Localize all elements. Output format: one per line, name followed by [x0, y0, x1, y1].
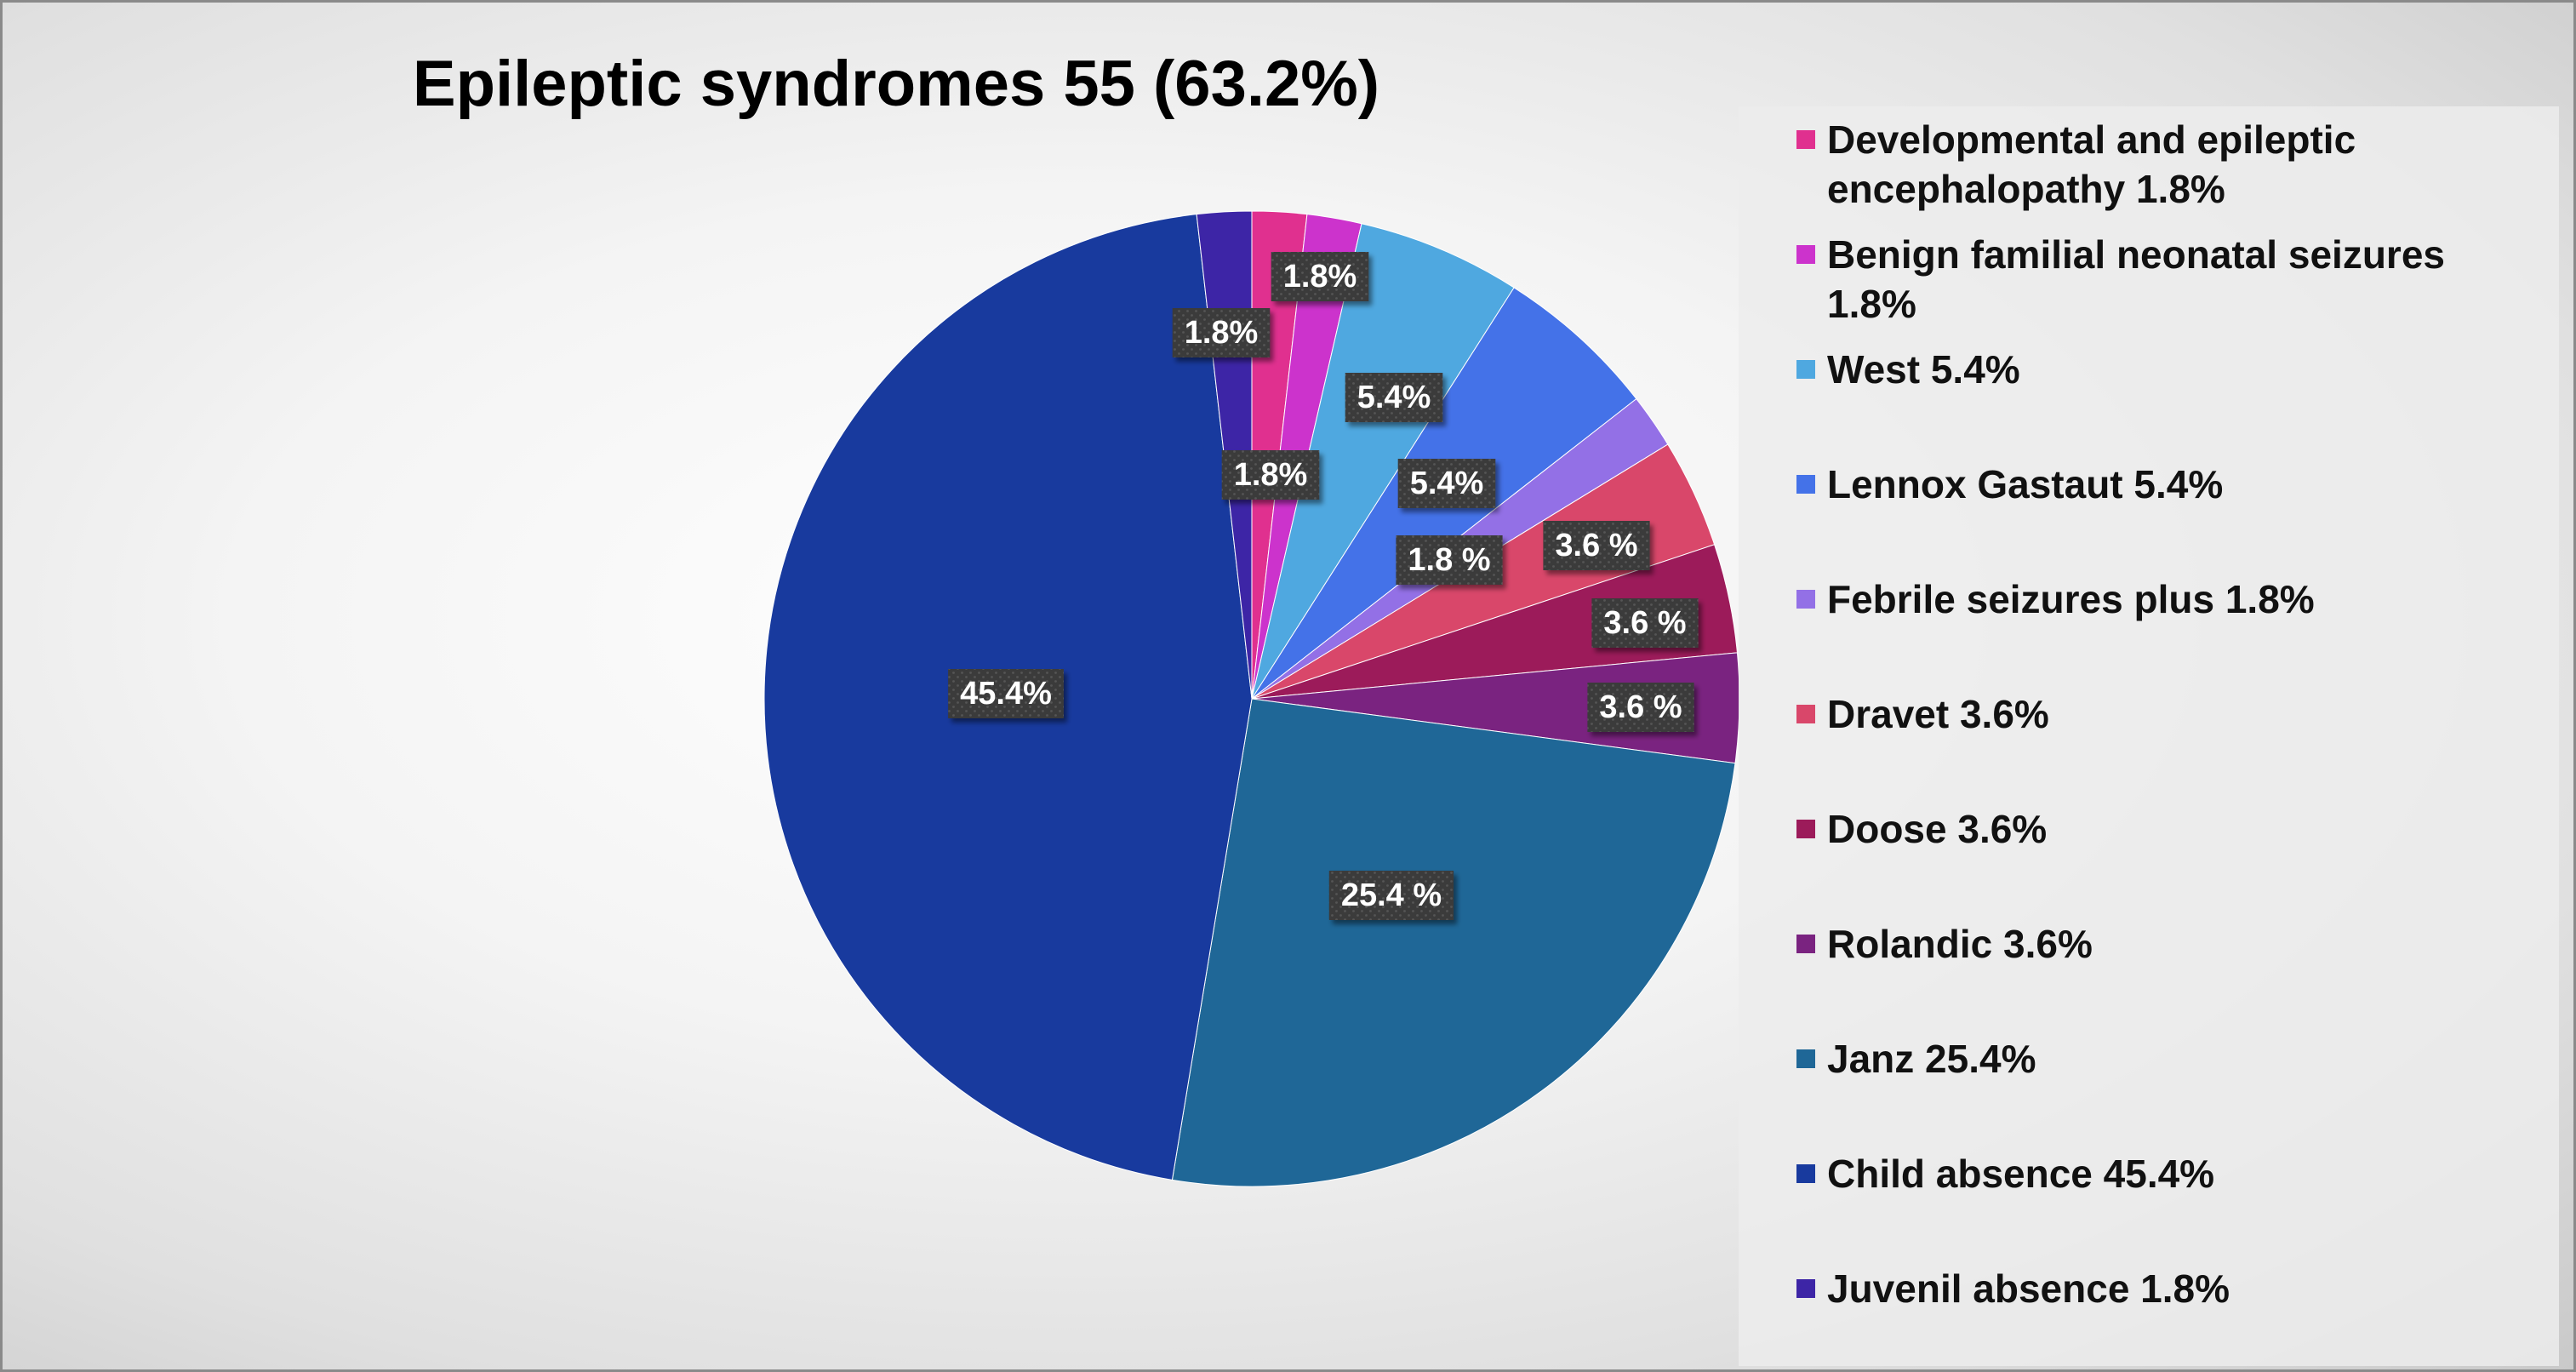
legend-swatch — [1796, 1164, 1815, 1183]
legend-label: Developmental and epileptic encephalopat… — [1827, 117, 2356, 211]
legend-label: Lennox Gastaut 5.4% — [1827, 462, 2224, 506]
legend-label: Febrile seizures plus 1.8% — [1827, 577, 2315, 621]
data-label: 1.8% — [1221, 450, 1320, 500]
data-label-text: 1.8 % — [1408, 542, 1490, 578]
data-label-box — [1591, 598, 1699, 648]
data-label-box — [1396, 535, 1503, 585]
data-label-text: 1.8% — [1185, 315, 1259, 351]
data-label-text: 1.8% — [1283, 259, 1357, 294]
data-label: 1.8% — [1172, 308, 1271, 357]
legend-swatch — [1796, 245, 1815, 264]
legend-swatch — [1796, 705, 1815, 723]
data-label-box — [1328, 871, 1454, 920]
legend-label: Child absence 45.4% — [1827, 1152, 2215, 1196]
data-label: 1.8% — [1271, 252, 1369, 301]
legend-label: Benign familial neonatal seizures 1.8% — [1827, 232, 2445, 326]
legend: Developmental and epileptic encephalopat… — [1739, 106, 2559, 1366]
data-label-text: 3.6 % — [1555, 528, 1637, 563]
data-label-text: 3.6 % — [1599, 689, 1682, 725]
data-label-text: 45.4% — [960, 676, 1052, 712]
legend-swatch — [1796, 475, 1815, 494]
data-label-box — [1587, 683, 1694, 732]
legend-label: Doose 3.6% — [1827, 807, 2048, 851]
legend-label: Janz 25.4% — [1827, 1037, 2036, 1081]
data-label-text: 5.4% — [1357, 380, 1431, 415]
data-label-box — [1271, 252, 1369, 301]
data-label: 3.6 % — [1587, 683, 1694, 732]
data-label-text: 3.6 % — [1603, 605, 1686, 641]
legend-label: Rolandic 3.6% — [1827, 922, 2093, 966]
legend-swatch — [1796, 1049, 1815, 1068]
legend-label: Juvenil absence 1.8% — [1827, 1266, 2230, 1311]
data-label: 45.4% — [948, 669, 1064, 718]
legend-swatch — [1796, 130, 1815, 149]
data-label: 1.8 % — [1396, 535, 1503, 585]
legend-swatch — [1796, 820, 1815, 838]
legend-swatch — [1796, 935, 1815, 953]
data-label-box — [1221, 450, 1320, 500]
data-label: 3.6 % — [1591, 598, 1699, 648]
data-label-text: 25.4 % — [1341, 878, 1442, 913]
data-label-text: 1.8% — [1234, 457, 1308, 493]
legend-label: Dravet 3.6% — [1827, 692, 2049, 736]
pie-chart: 1.8% 1.8% 5.4% 5.4% 1.8 % 3.6 % 3.6 % 3.6 % 25.4… — [763, 210, 1740, 1187]
pie-slice — [1251, 223, 1515, 700]
pie-slice — [1171, 698, 1736, 1187]
chart-title: Epileptic syndromes 55 (63.2%) — [412, 48, 1380, 120]
legend-swatch — [1796, 1279, 1815, 1298]
legend-label: West 5.4% — [1827, 347, 2020, 392]
legend-swatch — [1796, 590, 1815, 609]
data-label: 5.4% — [1345, 373, 1443, 422]
data-label-box — [1543, 521, 1650, 570]
data-label-box — [1345, 373, 1443, 422]
data-label-box — [948, 669, 1064, 718]
legend-swatch — [1796, 360, 1815, 379]
data-labels-layer: 1.8% 1.8% 5.4% 5.4% 1.8 % 3.6 % 3.6 % 3.6 % 25.4… — [948, 252, 1699, 920]
data-label-text: 5.4% — [1410, 466, 1484, 501]
data-label-box — [1172, 308, 1271, 357]
data-label: 25.4 % — [1328, 871, 1454, 920]
data-label-box — [1397, 459, 1496, 508]
data-label: 3.6 % — [1543, 521, 1650, 570]
data-label: 5.4% — [1397, 459, 1496, 508]
